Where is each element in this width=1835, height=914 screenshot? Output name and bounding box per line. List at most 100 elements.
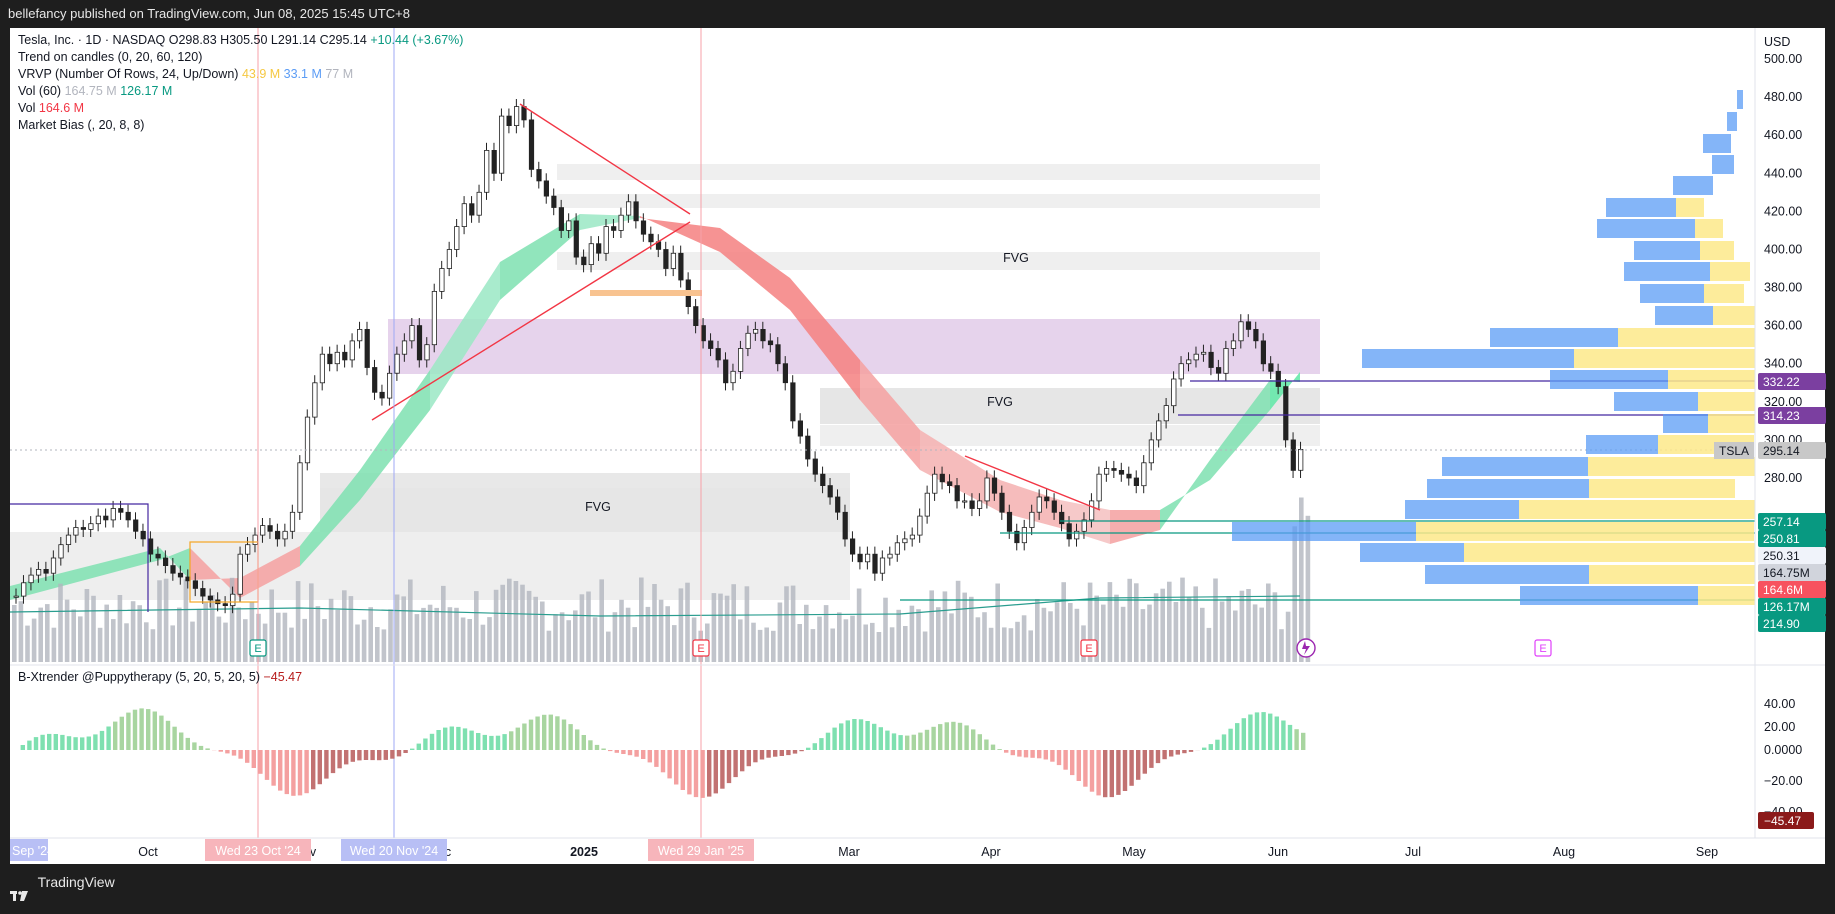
oscillator-bar <box>667 750 671 778</box>
volume-bar <box>936 607 941 662</box>
vrvp-down-bar <box>1634 241 1700 260</box>
oscillator-bar <box>832 728 836 750</box>
candle-body <box>253 535 257 545</box>
volume-bar <box>606 632 611 662</box>
volume-bar <box>316 606 321 662</box>
candle-body <box>731 371 735 382</box>
oscillator-bar <box>760 750 764 760</box>
volume-bar <box>797 624 802 662</box>
volume-bar <box>764 628 769 663</box>
legend-change: +10.44 (+3.67%) <box>370 33 463 47</box>
oscillator-bar <box>984 740 988 751</box>
oscillator-bar <box>1149 750 1153 768</box>
vrvp-down-bar <box>1362 349 1574 368</box>
vrvp-down-bar <box>1442 457 1588 476</box>
oscillator-bar <box>106 727 110 751</box>
candle-body <box>343 352 347 360</box>
oscillator-bar <box>1162 750 1166 759</box>
volume-bar <box>1213 579 1218 663</box>
oscillator-bar <box>225 750 229 753</box>
price-tag-value: 164.75M <box>1763 566 1810 580</box>
volume-bar <box>111 619 116 662</box>
oscillator-bar <box>595 745 599 750</box>
fvg-label-1: FVG <box>987 395 1013 409</box>
volume-bar <box>164 579 169 662</box>
vrvp-down-bar <box>1663 414 1708 433</box>
vrvp-down-bar <box>1727 112 1737 131</box>
oscillator-bar <box>793 750 797 754</box>
candle-body <box>746 333 750 348</box>
legend-symbol-row: Tesla, Inc. · 1D · NASDAQ O298.83 H305.5… <box>18 32 463 49</box>
candle-body <box>328 354 332 364</box>
oscillator-bar <box>291 750 295 796</box>
candle-body <box>806 436 810 459</box>
candle-body <box>1269 364 1273 372</box>
volume-bar <box>943 591 948 662</box>
candle-body <box>492 150 496 173</box>
oscillator-bar <box>331 750 335 773</box>
oscillator-bar <box>615 750 619 753</box>
candle-body <box>1291 440 1295 471</box>
volume-bar <box>520 585 525 662</box>
oscillator-bar <box>522 724 526 751</box>
volume-bar <box>289 628 294 662</box>
vrvp-down-bar <box>1550 370 1668 389</box>
volume-bar <box>916 609 921 662</box>
candle-body <box>246 545 250 555</box>
candle-body <box>1142 463 1146 486</box>
candle-body <box>1299 449 1303 470</box>
oscillator-bar <box>978 734 982 750</box>
oscillator-bar <box>964 725 968 750</box>
vrvp-up-bar <box>1695 219 1723 238</box>
fvg-label-0: FVG <box>1003 251 1029 265</box>
oscillator-bar <box>813 743 817 750</box>
candle-body <box>268 526 272 532</box>
volume-bar <box>203 602 208 662</box>
candle-body <box>119 509 123 513</box>
vrvp-up-bar <box>1618 328 1755 347</box>
oscillator-bar <box>430 734 434 750</box>
oscillator-bar <box>1037 750 1041 758</box>
volume-bar <box>190 622 195 662</box>
oscillator-bar <box>186 738 190 750</box>
vrvp-down-bar <box>1673 176 1713 195</box>
volume-bar <box>1200 608 1205 662</box>
candle-body <box>156 554 160 558</box>
oscillator-bar <box>905 736 909 750</box>
candle-body <box>873 554 877 573</box>
candle-body <box>1022 528 1026 543</box>
candle-body <box>1052 501 1056 512</box>
candle-body <box>970 501 974 509</box>
oscillator-bar <box>727 750 731 783</box>
volume-bar <box>1187 597 1192 662</box>
oscillator-bar <box>238 750 242 759</box>
candle-body <box>709 341 713 349</box>
oscillator-bar <box>601 749 605 751</box>
oscillator-bar <box>1169 750 1173 757</box>
volume-bar <box>573 610 578 662</box>
volume-bar <box>1075 609 1080 662</box>
volume-bar <box>560 612 565 662</box>
candle-body <box>462 204 466 227</box>
candle-body <box>373 368 377 393</box>
volume-bar <box>124 623 129 662</box>
oscillator-bar <box>945 722 949 750</box>
oscillator-bar <box>997 749 1001 750</box>
oscillator-bar <box>780 750 784 756</box>
price-tag-value: 164.6M <box>1763 583 1803 597</box>
volume-bar <box>982 612 987 662</box>
candle-body <box>380 392 384 398</box>
vrvp-down-bar <box>1425 565 1589 584</box>
candle-body <box>761 329 765 340</box>
legend-vrvp-down: 33.1 M <box>284 67 322 81</box>
volume-bar <box>586 592 591 663</box>
volume-bar <box>1028 630 1033 662</box>
candle-body <box>290 512 294 531</box>
volume-bar <box>731 584 736 662</box>
crosshair-tag-label: Wed 20 Nov '24 <box>350 844 438 858</box>
volume-bar <box>580 594 585 662</box>
volume-bar <box>45 604 50 662</box>
oscillator-bar <box>1294 729 1298 750</box>
oscillator-bar <box>918 733 922 750</box>
